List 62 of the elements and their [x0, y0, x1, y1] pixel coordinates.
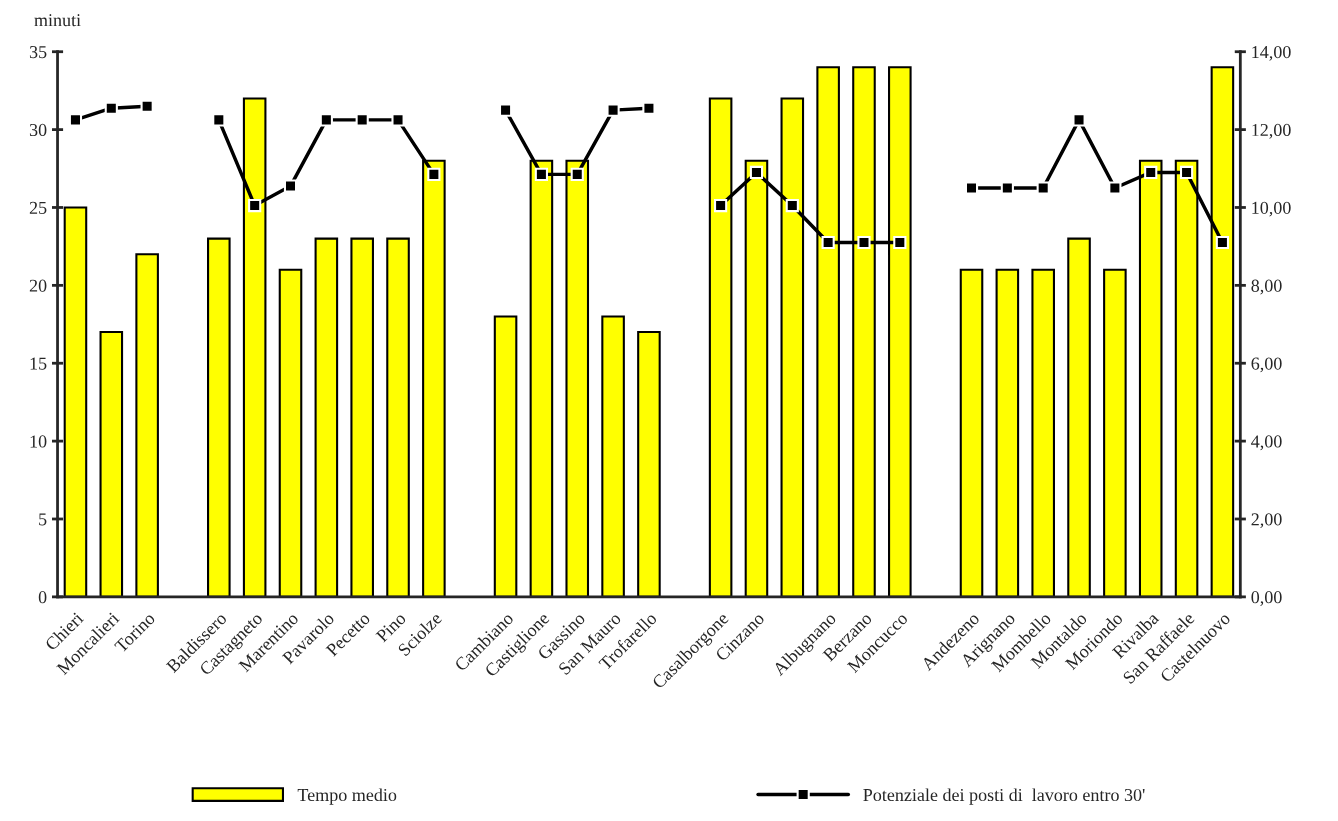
legend-label: Potenziale dei posti di lavoro entro 30' [863, 788, 1145, 805]
y-tick-label: 0 [38, 591, 47, 604]
bar [1067, 237, 1091, 597]
bar [314, 237, 339, 597]
bar [350, 237, 374, 597]
bar [207, 237, 231, 597]
point [104, 101, 118, 115]
y2-tick-label: 10,00 [1252, 201, 1291, 217]
point [749, 165, 764, 180]
point [714, 198, 728, 213]
point [1108, 181, 1122, 195]
y-tick-label: 10 [30, 435, 47, 448]
y2-tick-label: 8,00 [1251, 279, 1282, 295]
point [427, 167, 441, 181]
point [140, 99, 154, 113]
bar [386, 237, 410, 597]
y2-tick-label: 2,00 [1251, 513, 1282, 529]
legend-label: Tempo medio [297, 788, 397, 805]
bar [135, 253, 159, 597]
point [642, 101, 656, 115]
y-tick-label: 15 [30, 357, 47, 370]
point [283, 179, 298, 193]
bar [995, 268, 1020, 597]
y-tick-label: 25 [29, 201, 47, 214]
bar [278, 268, 303, 597]
point [1072, 113, 1086, 127]
point [319, 113, 333, 127]
point [1215, 235, 1229, 250]
point [893, 235, 907, 250]
bar [63, 206, 88, 597]
point [248, 198, 262, 213]
y2-tick-label: 14,00 [1252, 45, 1291, 61]
y2-tick-label: 6,00 [1251, 357, 1282, 373]
bar [1103, 268, 1127, 597]
point [1144, 165, 1158, 180]
y-tick-label: 30 [29, 123, 47, 137]
point [1000, 181, 1014, 195]
point [391, 113, 405, 127]
point [212, 113, 226, 127]
y-axis-title: minuti [34, 14, 81, 27]
point [355, 113, 369, 127]
point [606, 103, 620, 117]
y2-tick-label: 12,00 [1252, 123, 1291, 139]
bar [493, 315, 518, 597]
point [68, 113, 83, 127]
point [1179, 165, 1194, 180]
bar [637, 331, 661, 597]
point [821, 235, 835, 250]
y-tick-label: 20 [29, 279, 47, 292]
point [1036, 181, 1050, 195]
y2-tick-label: 4,00 [1251, 435, 1282, 451]
y-tick-label: 5 [39, 513, 47, 526]
bar [99, 331, 124, 597]
y2-tick-label: 0,00 [1251, 591, 1282, 606]
y-tick-label: 35 [29, 46, 47, 59]
point [785, 198, 799, 213]
bar [959, 268, 984, 597]
point [570, 167, 584, 181]
point [534, 167, 548, 181]
bar [601, 315, 625, 597]
point [857, 235, 871, 250]
bar [1031, 268, 1055, 597]
